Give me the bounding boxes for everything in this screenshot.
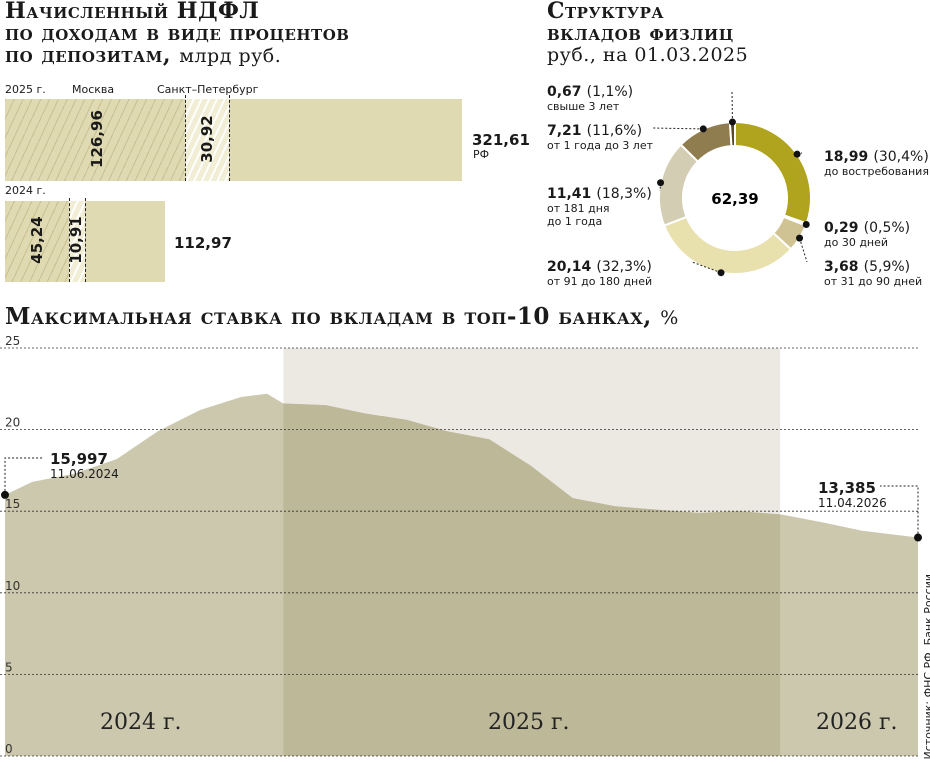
label-2024: 2024 г. (5, 184, 46, 197)
donut-label-30d: 0,29 (0,5%) до 30 дней (824, 217, 910, 249)
donut-1to3y-pct: (11,6%) (586, 123, 643, 139)
donut-label-1to3y: 7,21 (11,6%) от 1 года до 3 лет (547, 120, 653, 152)
source-note: Источник: ФНС РФ, Банк России (922, 574, 930, 760)
rate-title: Максимальная ставка по вкладам в топ-10 … (5, 303, 679, 330)
deposits-donut: 62,39 (651, 89, 812, 277)
year-label-2025: 2025 г. (488, 710, 570, 735)
year-label-2024: 2024 г. (100, 710, 182, 735)
donut-dot-3 (717, 269, 725, 277)
rate-start-date: 11.06.2024 (50, 467, 119, 481)
donut-label-31-90: 3,68 (5,9%) от 31 до 90 дней (824, 256, 922, 288)
ytick-5: 5 (5, 660, 13, 674)
bar-2024-moscow-value: 45,24 (28, 216, 46, 264)
donut-30d-value: 0,29 (824, 220, 859, 236)
donut-30d-name: до 30 дней (824, 236, 889, 249)
label-moscow: Москва (72, 83, 115, 96)
rate-chart: 0 5 10 15 20 25 (0, 336, 922, 757)
deposits-title-line-1: Структура (547, 0, 665, 24)
leader-2025-moscow (185, 95, 186, 181)
rate-title-text: Максимальная ставка по вкладам в топ-10 … (5, 303, 652, 330)
deposits-subtitle: руб., на 01.03.2025 (547, 44, 749, 66)
donut-31-90-value: 3,68 (824, 259, 859, 275)
donut-over3y-value: 0,67 (547, 84, 582, 100)
bar-2025-spb (185, 99, 229, 181)
rate-end-label: 13,385 11.04.2026 (818, 479, 887, 510)
donut-30d-pct: (0,5%) (863, 220, 911, 236)
ndfl-title-line-1: Начисленный НДФЛ (5, 0, 260, 24)
donut-31-90-pct: (5,9%) (863, 259, 911, 275)
leader-2025-spb (229, 95, 230, 181)
leader-2024-moscow (69, 198, 70, 282)
donut-dot-4 (657, 179, 665, 187)
rate-end-value: 13,385 (818, 479, 876, 497)
donut-leader-3 (691, 261, 722, 274)
donut-dot-6 (728, 118, 736, 126)
donut-label-91-180: 20,14 (32,3%) от 91 до 180 дней (547, 256, 652, 288)
leader-2024-spb (85, 198, 86, 282)
donut-slice-0 (734, 120, 812, 225)
donut-over3y-pct: (1,1%) (586, 84, 634, 100)
rate-start-leader (4, 457, 44, 495)
rate-end-leader (880, 485, 919, 538)
donut-181d1y-value: 11,41 (547, 186, 592, 202)
deposits-title-line-2: вкладов физлиц (547, 20, 734, 46)
donut-over3y-name: свыше 3 лет (547, 100, 620, 113)
donut-1to3y-value: 7,21 (547, 123, 582, 139)
year-label-2026: 2026 г. (816, 710, 898, 735)
donut-dot-1 (802, 221, 810, 229)
bar-2025-moscow-value: 126,96 (88, 110, 106, 168)
bar-2024-spb (69, 201, 85, 282)
donut-dot-0 (793, 150, 801, 158)
ytick-25: 25 (5, 336, 20, 348)
deposits-title: Структура вкладов физлиц руб., на 01.03.… (547, 0, 748, 66)
donut-center-value: 62,39 (711, 190, 758, 208)
rate-end-date: 11.04.2026 (818, 496, 887, 510)
bar-2024-spb-value: 10,91 (67, 216, 85, 264)
donut-demand-value: 18,99 (824, 149, 869, 165)
ytick-20: 20 (5, 416, 20, 430)
ytick-0: 0 (5, 742, 13, 756)
ytick-10: 10 (5, 579, 20, 593)
ytick-15: 15 (5, 497, 20, 511)
donut-leader-5 (651, 127, 704, 130)
donut-slice-6 (728, 120, 736, 148)
donut-181d1y-name: от 181 дня до 1 года (547, 202, 610, 228)
rate-start-label: 15,997 11.06.2024 (50, 450, 119, 481)
ndfl-title-line-3: по депозитам, (5, 42, 172, 68)
donut-181d1y-pct: (18,3%) (596, 186, 652, 202)
donut-demand-pct: (30,4%) (873, 149, 929, 165)
donut-demand-name: до востребования (824, 165, 929, 178)
donut-label-over3y: 0,67 (1,1%) свыше 3 лет (547, 81, 633, 113)
donut-dot-5 (699, 125, 707, 133)
ndfl-title: Начисленный НДФЛ по доходам в виде проце… (5, 0, 349, 67)
donut-1to3y-name: от 1 года до 3 лет (547, 139, 654, 152)
donut-31-90-name: от 31 до 90 дней (824, 275, 923, 288)
donut-leader-2 (799, 237, 808, 263)
bar-2025-spb-value: 30,92 (198, 115, 216, 163)
rate-start-dot (1, 490, 9, 499)
label-2025: 2025 г. (5, 83, 46, 96)
rate-start-value: 15,997 (50, 450, 108, 468)
donut-91-180-name: от 91 до 180 дней (547, 275, 653, 288)
donut-91-180-pct: (32,3%) (596, 259, 652, 275)
ndfl-title-line-2: по доходам в виде процентов (5, 20, 350, 46)
rate-area-2025 (283, 403, 781, 756)
rate-end-dot (914, 533, 922, 542)
donut-91-180-value: 20,14 (547, 259, 592, 275)
donut-dot-2 (796, 234, 804, 242)
label-spb: Санкт–Петербург (157, 83, 259, 96)
bar-2024-moscow (5, 201, 69, 282)
rate-unit: % (660, 307, 679, 329)
donut-slice-3 (662, 215, 793, 275)
bar-2024-rf-value: 112,97 (174, 234, 232, 252)
bar-2025-moscow (5, 99, 185, 181)
ndfl-unit: млрд руб. (179, 45, 282, 67)
donut-label-181d1y: 11,41 (18,3%) от 181 дня до 1 года (547, 183, 652, 228)
bar-2025-rf-label: РФ (473, 148, 490, 161)
donut-label-demand: 18,99 (30,4%) до востребования (824, 146, 929, 178)
bar-2025-rf-value: 321,61 (472, 131, 530, 149)
